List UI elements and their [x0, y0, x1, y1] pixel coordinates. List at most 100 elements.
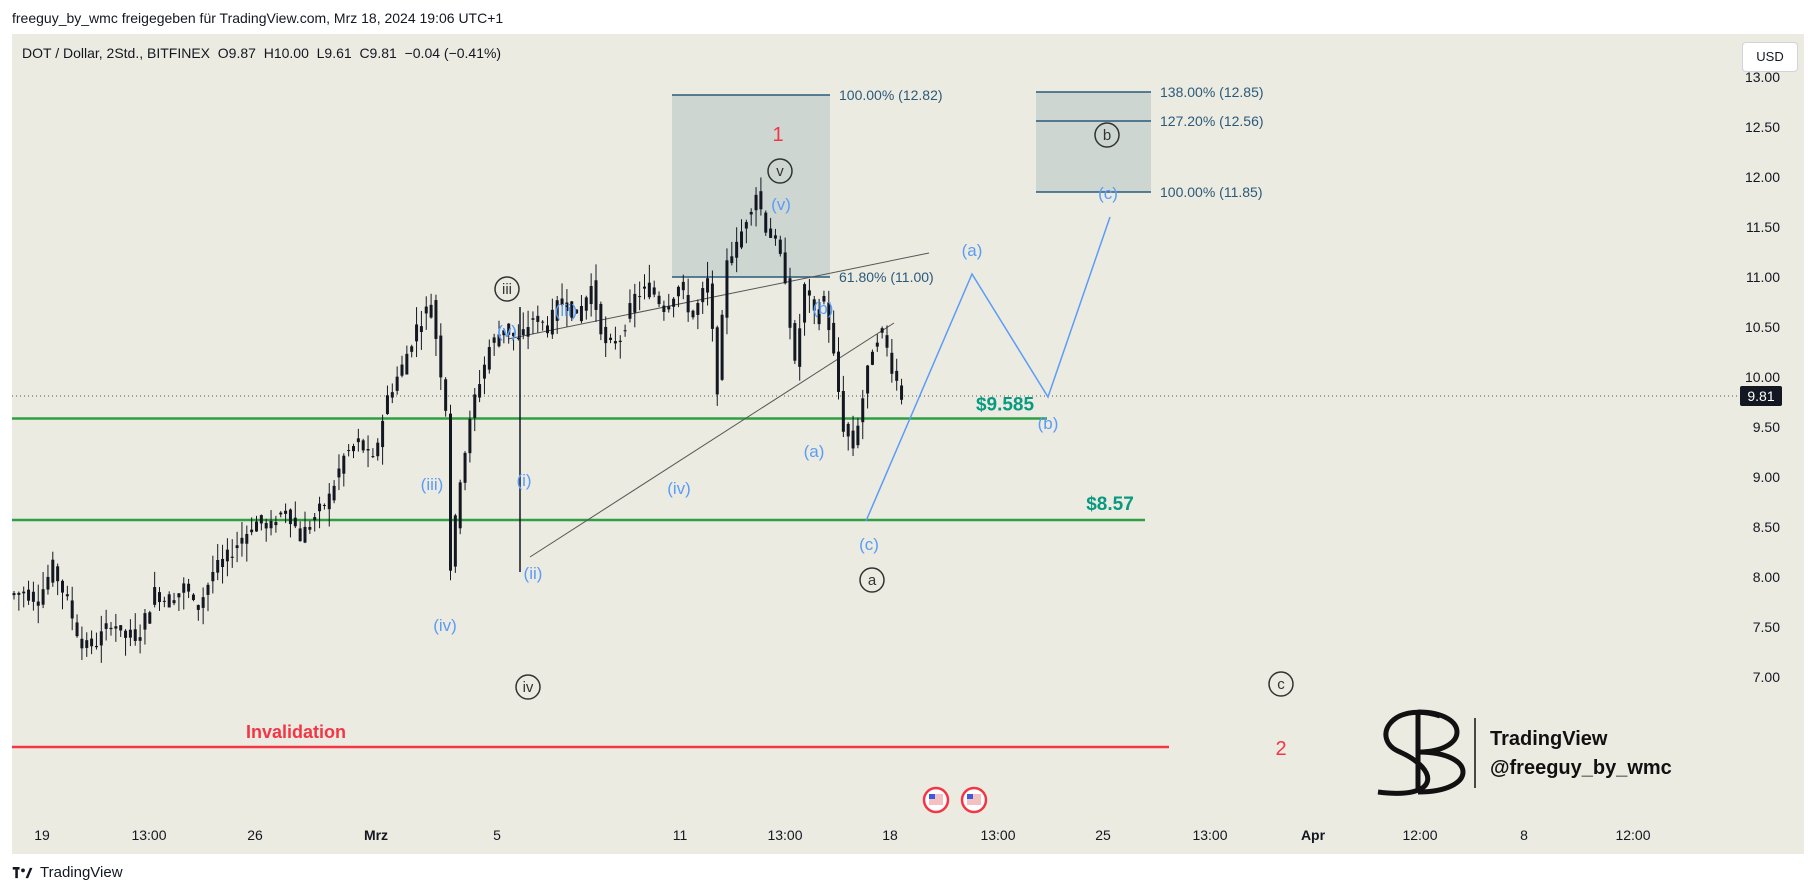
candle-body	[623, 330, 627, 332]
candle-body	[764, 212, 768, 233]
candle-body	[502, 330, 506, 336]
flag-canton	[967, 794, 973, 799]
candle-body	[429, 304, 433, 318]
candle-body	[235, 545, 239, 549]
circled-wave-label: iii	[502, 281, 512, 298]
symbol-legend[interactable]: DOT / Dollar, 2Std., BITFINEX O9.87 H10.…	[22, 45, 502, 61]
circled-wave-ring	[515, 674, 541, 700]
candle-body	[187, 583, 191, 592]
y-tick-label: 11.00	[1746, 269, 1780, 285]
candle-body	[473, 394, 477, 418]
candle-body	[162, 600, 166, 602]
candle-body	[61, 580, 64, 593]
candle-body	[405, 353, 409, 375]
candle-body	[492, 337, 496, 343]
candle-body	[516, 338, 520, 340]
candle-body	[744, 222, 748, 229]
wave-label-blue: (iv)	[433, 616, 457, 635]
currency-button[interactable]: USD	[1742, 42, 1798, 72]
candle-body	[696, 303, 700, 315]
wave-label-blue: (iii)	[421, 475, 444, 494]
current-price-box	[1740, 386, 1782, 406]
candle-body	[599, 303, 603, 335]
candle-body	[172, 600, 176, 604]
circled-wave-label: v	[776, 163, 784, 180]
candle-body	[521, 329, 525, 336]
candle-body	[303, 526, 307, 543]
candle-body	[288, 509, 292, 525]
candle-body	[526, 327, 530, 337]
candle-body	[27, 589, 31, 601]
candle-body	[167, 594, 171, 608]
candle-body	[875, 342, 879, 347]
circled-wave-ring	[767, 158, 793, 184]
y-tick-label: 8.50	[1753, 519, 1780, 535]
candle-body	[812, 299, 816, 311]
y-tick-label: 13.00	[1745, 69, 1780, 85]
wave-label-blue: (v)	[771, 195, 791, 214]
candle-body	[536, 315, 540, 322]
watermark-line-2: @freeguy_by_wmc	[1490, 757, 1672, 779]
candle-body	[337, 468, 341, 478]
candle-body	[352, 445, 355, 452]
x-tick-label: Apr	[1301, 827, 1326, 843]
candle-body	[710, 283, 714, 329]
candle-body	[225, 549, 229, 562]
fib-box-2	[1036, 92, 1151, 192]
candle-body	[206, 584, 210, 595]
candle-body	[575, 309, 579, 314]
candle-body	[740, 231, 743, 248]
candle-body	[628, 303, 632, 319]
candle-body	[793, 323, 797, 361]
candle-body	[725, 260, 729, 318]
watermark-logo-icon	[1377, 709, 1466, 796]
candle-body	[613, 341, 617, 344]
candle-body	[589, 286, 593, 305]
candle-body	[672, 298, 676, 307]
candle-body	[298, 528, 302, 542]
candle-body	[827, 302, 831, 331]
circled-wave-label: a	[868, 572, 877, 589]
candle-body	[638, 296, 642, 298]
wave-label-red-1: 1	[772, 124, 783, 146]
wave-label-red-2: 2	[1275, 738, 1286, 760]
circled-wave-label: c	[1277, 676, 1285, 693]
wave-label-blue: (c)	[859, 535, 879, 554]
candle-body	[749, 211, 753, 215]
candle-body	[221, 558, 225, 568]
projection-path	[865, 216, 1111, 522]
candle-body	[730, 256, 734, 264]
candle-body	[866, 365, 870, 394]
wave-label-blue: (ii)	[524, 564, 543, 583]
published-info: freeguy_by_wmc freigegeben für TradingVi…	[12, 10, 504, 26]
candle-body	[293, 517, 297, 527]
candle-body	[17, 592, 21, 595]
candle-body	[211, 572, 215, 582]
candle-body	[531, 318, 535, 320]
y-tick-label: 12.00	[1745, 169, 1780, 185]
candle-body	[444, 379, 448, 411]
candle-body	[148, 612, 152, 624]
candle-body	[754, 194, 758, 211]
wave-label-blue: (b)	[813, 299, 834, 318]
support-label-9585: $9.585	[976, 395, 1035, 416]
candle-body	[119, 625, 123, 631]
candle-body	[419, 326, 423, 332]
chart-area[interactable]	[12, 34, 1804, 854]
wave-label-blue: (v)	[497, 322, 517, 341]
candle-body	[643, 286, 646, 289]
candle-body	[240, 537, 244, 544]
wave-label-blue: (c)	[1098, 184, 1118, 203]
y-tick-label: 10.50	[1745, 319, 1780, 335]
tradingview-footer[interactable]: TradingView	[12, 864, 123, 881]
candle-body	[817, 309, 821, 325]
candle-body	[274, 522, 278, 526]
fib-level-label: 127.20% (12.56)	[1160, 113, 1264, 129]
candle-body	[332, 485, 336, 501]
candle-body	[70, 600, 74, 619]
candle-body	[153, 587, 157, 605]
candles	[12, 177, 904, 663]
candle-body	[604, 326, 608, 344]
candle-body	[177, 593, 181, 598]
